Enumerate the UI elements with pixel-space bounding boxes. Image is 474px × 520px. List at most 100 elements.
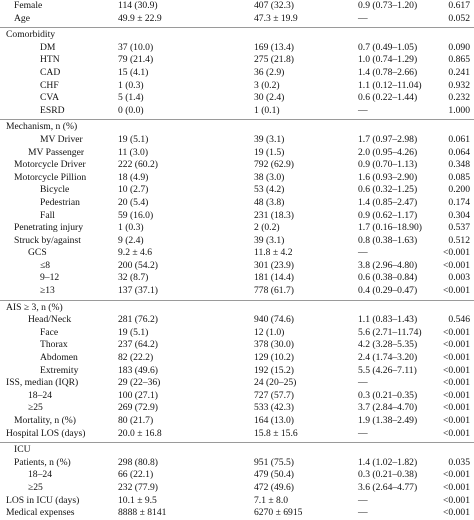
row-label: HTN xyxy=(40,54,60,66)
p-value: 0.090 xyxy=(448,41,470,53)
p-value: 0.061 xyxy=(448,133,470,145)
group1-value: 20 (5.4) xyxy=(118,196,149,208)
odds-ratio-ci: 0.6 (0.38–0.84) xyxy=(358,272,418,284)
group1-value: 79 (21.4) xyxy=(118,54,154,66)
table-row: CHF 1 (0.3) 3 (0.2) 1.1 (0.12–11.04) 0.932 xyxy=(0,80,474,93)
odds-ratio-ci: 0.3 (0.21–0.35) xyxy=(358,389,418,401)
group1-value: 15 (4.1) xyxy=(118,66,149,78)
p-value: <0.001 xyxy=(443,364,470,376)
group2-value: 11.8 ± 4.2 xyxy=(254,247,293,259)
table-row: Motorcycle Driver 222 (60.2) 792 (62.9) 0.9… xyxy=(0,159,474,172)
group2-value: 15.8 ± 15.6 xyxy=(254,427,298,439)
p-value: <0.001 xyxy=(443,389,470,401)
p-value: 0.617 xyxy=(448,0,470,11)
table-row: GCS 9.2 ± 4.6 11.8 ± 4.2 — <0.001 xyxy=(0,247,474,260)
group1-value: 49.9 ± 22.9 xyxy=(118,12,162,24)
group2-value: 129 (10.2) xyxy=(254,352,294,364)
group2-value: 19 (1.5) xyxy=(254,146,285,158)
table-row: ISS, median (IQR) 29 (22–36) 24 (20–25) — <0… xyxy=(0,377,474,390)
odds-ratio-ci: — xyxy=(358,494,368,506)
row-label: Mortality, n (%) xyxy=(14,415,76,426)
row-label: Head/Neck xyxy=(28,314,72,326)
group1-value: 137 (37.1) xyxy=(118,285,158,297)
table-row: Pedestrian 20 (5.4) 48 (3.8) 1.4 (0.85–2.47… xyxy=(0,197,474,210)
table-row: ICU xyxy=(0,444,474,457)
group2-value: 378 (30.0) xyxy=(254,339,294,351)
table-row: HTN 79 (21.4) 275 (21.8) 1.0 (0.74–1.29) 0.8… xyxy=(0,54,474,67)
group2-value: 275 (21.8) xyxy=(254,54,294,66)
p-value: <0.001 xyxy=(443,259,470,271)
row-label: Abdomen xyxy=(40,352,78,364)
table-row: Hospital LOS (days) 20.0 ± 16.8 15.8 ± 15.… xyxy=(0,428,474,441)
p-value: <0.001 xyxy=(443,352,470,364)
table-row: Bicycle 10 (2.7) 53 (4.2) 0.6 (0.32–1.25) 0.… xyxy=(0,184,474,197)
odds-ratio-ci: 1.4 (0.85–2.47) xyxy=(358,196,418,208)
p-value: <0.001 xyxy=(443,415,470,426)
row-label: Thorax xyxy=(40,339,68,351)
group2-value: 479 (50.4) xyxy=(254,469,294,481)
odds-ratio-ci: 3.6 (2.64–4.77) xyxy=(358,481,418,493)
group2-value: 24 (20–25) xyxy=(254,377,297,389)
group1-value: 59 (16.0) xyxy=(118,209,154,221)
table-row: Fall 59 (16.0) 231 (18.3) 0.9 (0.62–1.17) 0.… xyxy=(0,210,474,223)
group1-value: 11 (3.0) xyxy=(118,146,149,158)
table-row: ≤8 200 (54.2) 301 (23.9) 3.8 (2.96–4.80) <0.… xyxy=(0,260,474,273)
row-label: Female xyxy=(14,0,43,11)
p-value: 0.052 xyxy=(448,12,470,24)
odds-ratio-ci: 1.9 (1.38–2.49) xyxy=(358,415,418,426)
p-value: <0.001 xyxy=(443,494,470,506)
section-divider xyxy=(0,442,474,444)
group2-value: 181 (14.4) xyxy=(254,272,294,284)
group2-value: 778 (61.7) xyxy=(254,285,294,297)
group1-value: 222 (60.2) xyxy=(118,159,158,171)
group1-value: 82 (22.2) xyxy=(118,352,154,364)
group2-value: 2 (0.2) xyxy=(254,222,280,234)
row-label: Hospital LOS (days) xyxy=(6,427,86,439)
table-row: Comorbidity xyxy=(0,29,474,42)
table-row: AIS ≥ 3, n (%) xyxy=(0,302,474,315)
row-label: CHF xyxy=(40,79,59,91)
table-row: 9–12 32 (8.7) 181 (14.4) 0.6 (0.38–0.84) 0.0… xyxy=(0,272,474,285)
group2-value: 164 (13.0) xyxy=(254,415,294,426)
group1-value: 9.2 ± 4.6 xyxy=(118,247,153,259)
table-row: MV Driver 19 (5.1) 39 (3.1) 1.7 (0.97–2.98)… xyxy=(0,134,474,147)
row-label: 18–24 xyxy=(28,389,52,401)
odds-ratio-ci: 5.5 (4.26–7.11) xyxy=(358,364,417,376)
odds-ratio-ci: — xyxy=(358,104,368,116)
group2-value: 47.3 ± 19.9 xyxy=(254,12,298,24)
group1-value: 281 (76.2) xyxy=(118,314,158,326)
group2-value: 1 (0.1) xyxy=(254,104,280,116)
table-row: Face 19 (5.1) 12 (1.0) 5.6 (2.71–11.74) <0.0… xyxy=(0,327,474,340)
row-label: ≥25 xyxy=(28,481,43,493)
odds-ratio-ci: 1.0 (0.74–1.29) xyxy=(358,54,418,66)
table-row: Abdomen 82 (22.2) 129 (10.2) 2.4 (1.74–3.20… xyxy=(0,352,474,365)
group1-value: 232 (77.9) xyxy=(118,481,158,493)
row-label: Fall xyxy=(40,209,55,221)
group2-value: 472 (49.6) xyxy=(254,481,294,493)
group1-value: 183 (49.6) xyxy=(118,364,158,376)
group1-value: 269 (72.9) xyxy=(118,402,158,414)
p-value: <0.001 xyxy=(443,339,470,351)
table-row: CAD 15 (4.1) 36 (2.9) 1.4 (0.78–2.66) 0.241 xyxy=(0,67,474,80)
p-value: 0.546 xyxy=(448,314,470,326)
table-row: LOS in ICU (days) 10.1 ± 9.5 7.1 ± 8.0 — <0.… xyxy=(0,495,474,508)
odds-ratio-ci: 1.7 (0.16–18.90) xyxy=(358,222,422,234)
odds-ratio-ci: 1.1 (0.83–1.43) xyxy=(358,314,418,326)
table-row: Medical expenses 8888 ± 8141 6270 ± 6915 — <… xyxy=(0,507,474,520)
p-value: 0.865 xyxy=(448,54,470,66)
row-label: CVA xyxy=(40,92,60,104)
group1-value: 1 (0.3) xyxy=(118,222,144,234)
table-row: ≥25 269 (72.9) 533 (42.3) 3.7 (2.84–4.70) <0… xyxy=(0,402,474,415)
table-row: Mechanism, n (%) xyxy=(0,121,474,134)
odds-ratio-ci: — xyxy=(358,507,368,519)
group2-value: 169 (13.4) xyxy=(254,41,294,53)
table-row: Penetrating injury 1 (0.3) 2 (0.2) 1.7 (0.1… xyxy=(0,222,474,235)
section-divider xyxy=(0,299,474,301)
table-row: Age 49.9 ± 22.9 47.3 ± 19.9 — 0.052 xyxy=(0,13,474,26)
p-value: <0.001 xyxy=(443,285,470,297)
section-divider xyxy=(0,27,474,29)
row-label: 9–12 xyxy=(40,272,60,284)
row-label: Pedestrian xyxy=(40,196,80,208)
odds-ratio-ci: 0.3 (0.21–0.38) xyxy=(358,469,418,481)
